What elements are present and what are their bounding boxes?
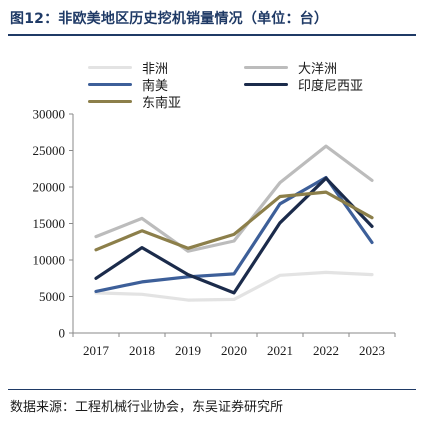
y-tick-label: 0 [59,326,66,341]
y-tick-label: 30000 [33,107,66,122]
x-tick-label: 2018 [129,343,155,358]
x-tick-label: 2023 [359,343,385,358]
source-divider [8,389,416,390]
legend-swatch-indonesia [244,82,288,86]
legend-item-indonesia: 印度尼西亚 [244,75,364,94]
x-tick-label: 2022 [313,343,339,358]
series-line-africa [94,270,374,302]
legend-item-south-america: 南美 [88,75,169,94]
legend-label-southeast-asia: 东南亚 [142,95,182,111]
legend-swatch-southeast-asia [88,99,132,103]
x-tick-label: 2019 [175,343,201,358]
y-tick-label: 20000 [33,180,66,195]
legend-swatch-south-america [88,82,132,86]
legend-swatch-africa [88,65,132,69]
legend-item-southeast-asia: 东南亚 [88,92,182,111]
chart-title: 图12：非欧美地区历史挖机销量情况（单位：台） [10,11,329,27]
x-tick-label: 2020 [221,343,247,358]
series-line-oceania [94,144,374,253]
y-tick-label: 10000 [33,253,66,268]
y-tick-label: 5000 [39,289,65,304]
legend-item-oceania: 大洋洲 [244,58,338,77]
legend-item-africa: 非洲 [88,58,169,77]
x-tick-label: 2017 [83,343,110,358]
y-tick-label: 25000 [33,143,66,158]
legend-label-indonesia: 印度尼西亚 [298,78,364,94]
legend-swatch-oceania [244,65,288,69]
title-divider [8,34,416,36]
data-source: 数据来源：工程机械行业协会，东吴证券研究所 [10,400,284,415]
legend-label-oceania: 大洋洲 [298,61,338,77]
x-tick-label: 2021 [267,343,293,358]
y-tick-label: 15000 [33,216,66,231]
legend-label-south-america: 南美 [142,78,169,94]
legend-label-africa: 非洲 [142,61,169,77]
series-line-southeast-asia [94,190,374,252]
series-line-indonesia [94,176,374,295]
